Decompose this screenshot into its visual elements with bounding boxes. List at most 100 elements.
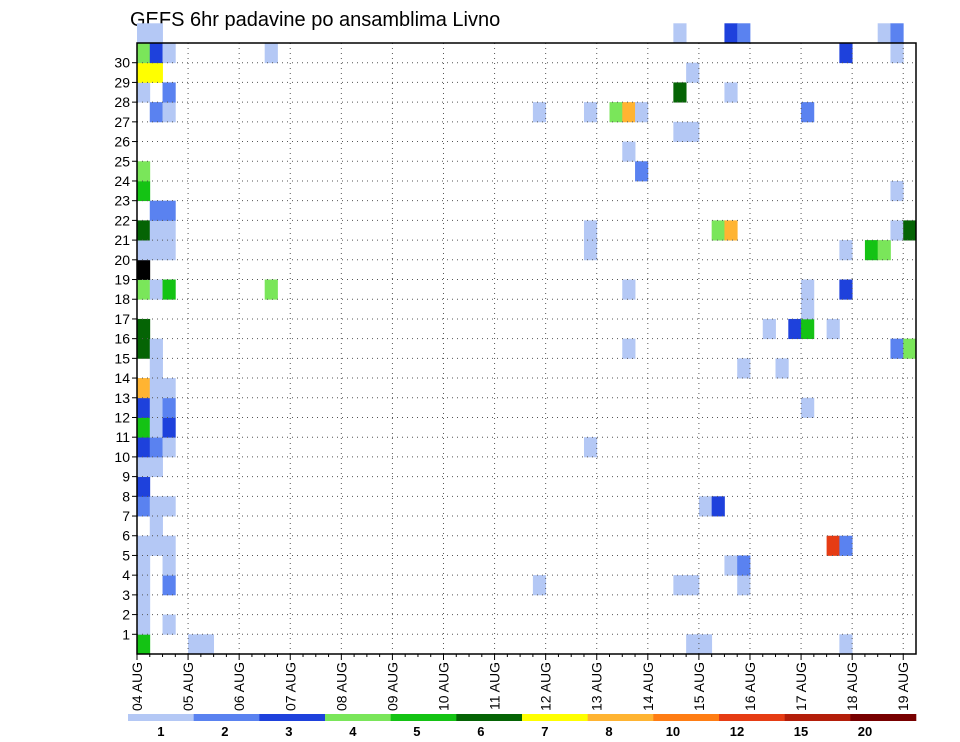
heatmap-cell — [711, 220, 725, 241]
heatmap-cell — [864, 240, 879, 261]
heatmap-cell — [149, 279, 163, 300]
heatmap-cell — [609, 102, 623, 123]
colorbar-segment — [456, 714, 523, 721]
x-tick-label: 13 AUG — [589, 662, 605, 711]
heatmap-cell — [149, 516, 163, 537]
heatmap-cell — [162, 555, 176, 576]
heatmap-cell — [686, 62, 700, 83]
heatmap-cell — [686, 121, 700, 142]
x-tick-label: 11 AUG — [487, 662, 503, 710]
heatmap-cell — [149, 338, 163, 359]
heatmap-cell — [137, 23, 151, 44]
heatmap-cell — [137, 535, 151, 556]
y-tick-label: 20 — [114, 252, 130, 268]
y-tick-label: 22 — [114, 212, 130, 228]
y-tick-label: 29 — [114, 74, 130, 90]
heatmap-cell — [162, 378, 176, 399]
heatmap-cell — [162, 614, 176, 635]
heatmap-cell — [162, 102, 176, 123]
heatmap-cell — [137, 397, 151, 418]
heatmap-cell — [890, 220, 904, 241]
heatmap-cell — [137, 318, 151, 340]
y-tick-label: 25 — [114, 153, 130, 169]
heatmap-cell — [149, 535, 163, 556]
colorbar-segment — [719, 714, 785, 721]
y-tick-label: 30 — [114, 55, 130, 71]
x-tick-label: 09 AUG — [384, 662, 400, 711]
heatmap-cell — [149, 358, 163, 379]
colorbar-label: 10 — [666, 724, 680, 739]
x-tick-label: 15 AUG — [691, 662, 707, 711]
dotted-grid — [136, 43, 916, 654]
heatmap-cell — [149, 200, 163, 221]
y-tick-label: 27 — [114, 114, 130, 130]
colorbar-segment — [653, 714, 720, 721]
x-tick-label: 07 AUG — [282, 662, 298, 711]
heatmap-cell — [890, 180, 904, 202]
x-tick-label: 05 AUG — [180, 662, 196, 711]
heatmap-cell — [137, 43, 151, 64]
heatmap-cell — [162, 82, 176, 103]
heatmap-cell — [149, 220, 163, 241]
colorbar-segment — [784, 714, 851, 721]
heatmap-cell — [200, 634, 215, 655]
x-tick-label: 12 AUG — [538, 662, 554, 711]
heatmap-cell — [686, 575, 700, 596]
colorbar-label: 2 — [221, 724, 228, 739]
colorbar-segment — [325, 714, 391, 721]
colorbar-label: 15 — [794, 724, 808, 739]
heatmap-cell — [737, 555, 751, 576]
heatmap-cell — [673, 575, 687, 596]
colorbar-segment — [390, 714, 457, 721]
heatmap-cell — [149, 240, 163, 261]
heatmap-cell — [877, 23, 891, 44]
heatmap-cell — [137, 496, 151, 517]
heatmap-cell — [149, 417, 163, 438]
x-tick-label: 10 AUG — [435, 662, 451, 711]
y-tick-label: 14 — [114, 370, 130, 386]
heatmap-cell — [137, 220, 151, 241]
heatmap-cell — [137, 180, 151, 202]
colorbar-segment — [522, 714, 588, 721]
heatmap-cell — [162, 575, 176, 596]
x-tick-label: 19 AUG — [895, 662, 911, 711]
heatmap-cell — [903, 338, 917, 359]
heatmap-cells — [137, 23, 917, 655]
heatmap-cell — [532, 102, 547, 123]
y-tick-label: 26 — [114, 134, 130, 150]
heatmap-cell — [149, 456, 163, 478]
heatmap-cell — [162, 496, 176, 517]
y-tick-label: 13 — [114, 390, 130, 406]
y-tick-label: 5 — [122, 547, 130, 563]
heatmap-cell — [137, 161, 151, 182]
heatmap-cell — [583, 102, 598, 123]
heatmap-cell — [801, 279, 815, 300]
heatmap-cell — [162, 240, 176, 261]
colorbar-segment — [850, 714, 917, 721]
heatmap-cell — [188, 634, 202, 655]
heatmap-cell — [673, 82, 687, 103]
heatmap-cell — [737, 23, 751, 44]
y-tick-label: 3 — [122, 587, 130, 603]
heatmap-cell — [149, 62, 163, 83]
heatmap-cell — [137, 634, 151, 655]
heatmap-cell — [264, 43, 278, 64]
heatmap-cell — [583, 437, 598, 458]
heatmap-cell — [801, 318, 815, 340]
heatmap-cell — [137, 594, 151, 615]
heatmap-cell — [137, 437, 151, 458]
y-tick-label: 9 — [122, 469, 130, 485]
heatmap-cell — [877, 240, 891, 261]
colorbar-label: 12 — [730, 724, 744, 739]
heatmap-cell — [622, 102, 636, 123]
heatmap-cell — [839, 43, 853, 64]
heatmap-cell — [137, 555, 151, 576]
heatmap-cell — [724, 23, 738, 44]
heatmap-cell — [826, 318, 840, 340]
heatmap-cell — [622, 338, 636, 359]
heatmap-cell — [137, 279, 151, 300]
heatmap-cell — [137, 456, 151, 478]
colorbar-segment — [193, 714, 260, 721]
heatmap-cell — [762, 318, 776, 340]
colorbar-label: 1 — [157, 724, 164, 739]
